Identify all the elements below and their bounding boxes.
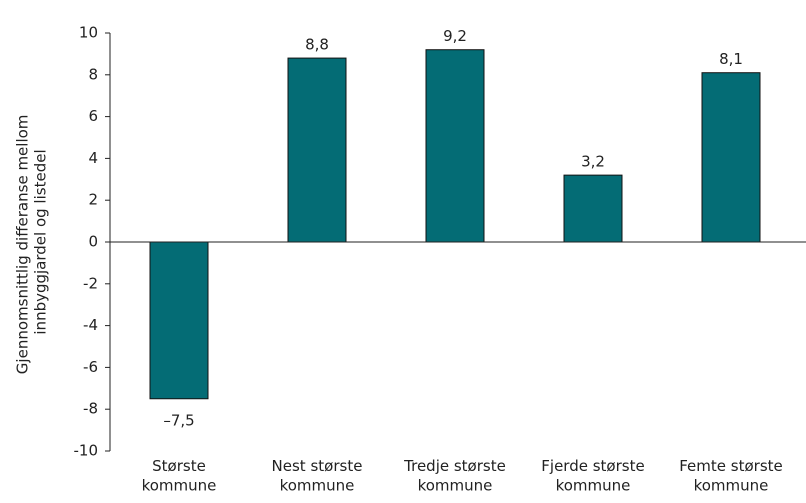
x-tick-label: Tredje største kommune [403,457,506,495]
y-tick-label: -6 [83,358,98,376]
bar [287,57,347,243]
x-tick-label-line: Nest største [272,457,363,475]
y-axis-label-line: innbyggjardel og listedel [31,149,49,334]
x-tick-label-line: Største [152,457,206,475]
x-tick-label: Største kommune [142,457,217,495]
x-tick-label-line: Femte største [679,457,783,475]
y-tick-label: -10 [74,442,99,460]
x-tick-label-line: kommune [556,476,631,494]
y-tick-label: -4 [83,316,98,334]
value-label: 8,1 [719,50,743,68]
bar [425,49,485,243]
x-tick-label-line: kommune [694,476,769,494]
value-label: 8,8 [305,36,329,54]
y-tick-label: 8 [88,65,98,83]
y-tick-label: -2 [83,274,98,292]
bar [701,72,761,243]
y-tick-label: 10 [79,24,98,42]
value-label: 9,2 [443,27,467,45]
x-tick-label-line: kommune [142,476,217,494]
x-tick-label: Nest største kommune [272,457,363,495]
y-tick-label: -8 [83,400,98,418]
bar [563,174,623,243]
y-tick-label: 0 [88,233,98,251]
x-tick-label: Femte største kommune [679,457,783,495]
x-tick-label: Fjerde største kommune [541,457,644,495]
x-tick-label-line: kommune [418,476,493,494]
value-label: 3,2 [581,153,605,171]
x-tick-label-line: Tredje største [403,457,506,475]
y-tick-label: 6 [88,107,98,125]
value-label: –7,5 [163,411,194,429]
y-axis-label: Gjennomsnittlig differanse mellom innbyg… [13,110,49,374]
x-tick-label-line: kommune [280,476,355,494]
bar [149,241,209,400]
y-axis-label-line: Gjennomsnittlig differanse mellom [13,115,31,375]
y-tick-label: 2 [88,191,98,209]
y-tick-label: 4 [88,149,98,167]
x-tick-label-line: Fjerde største [541,457,644,475]
